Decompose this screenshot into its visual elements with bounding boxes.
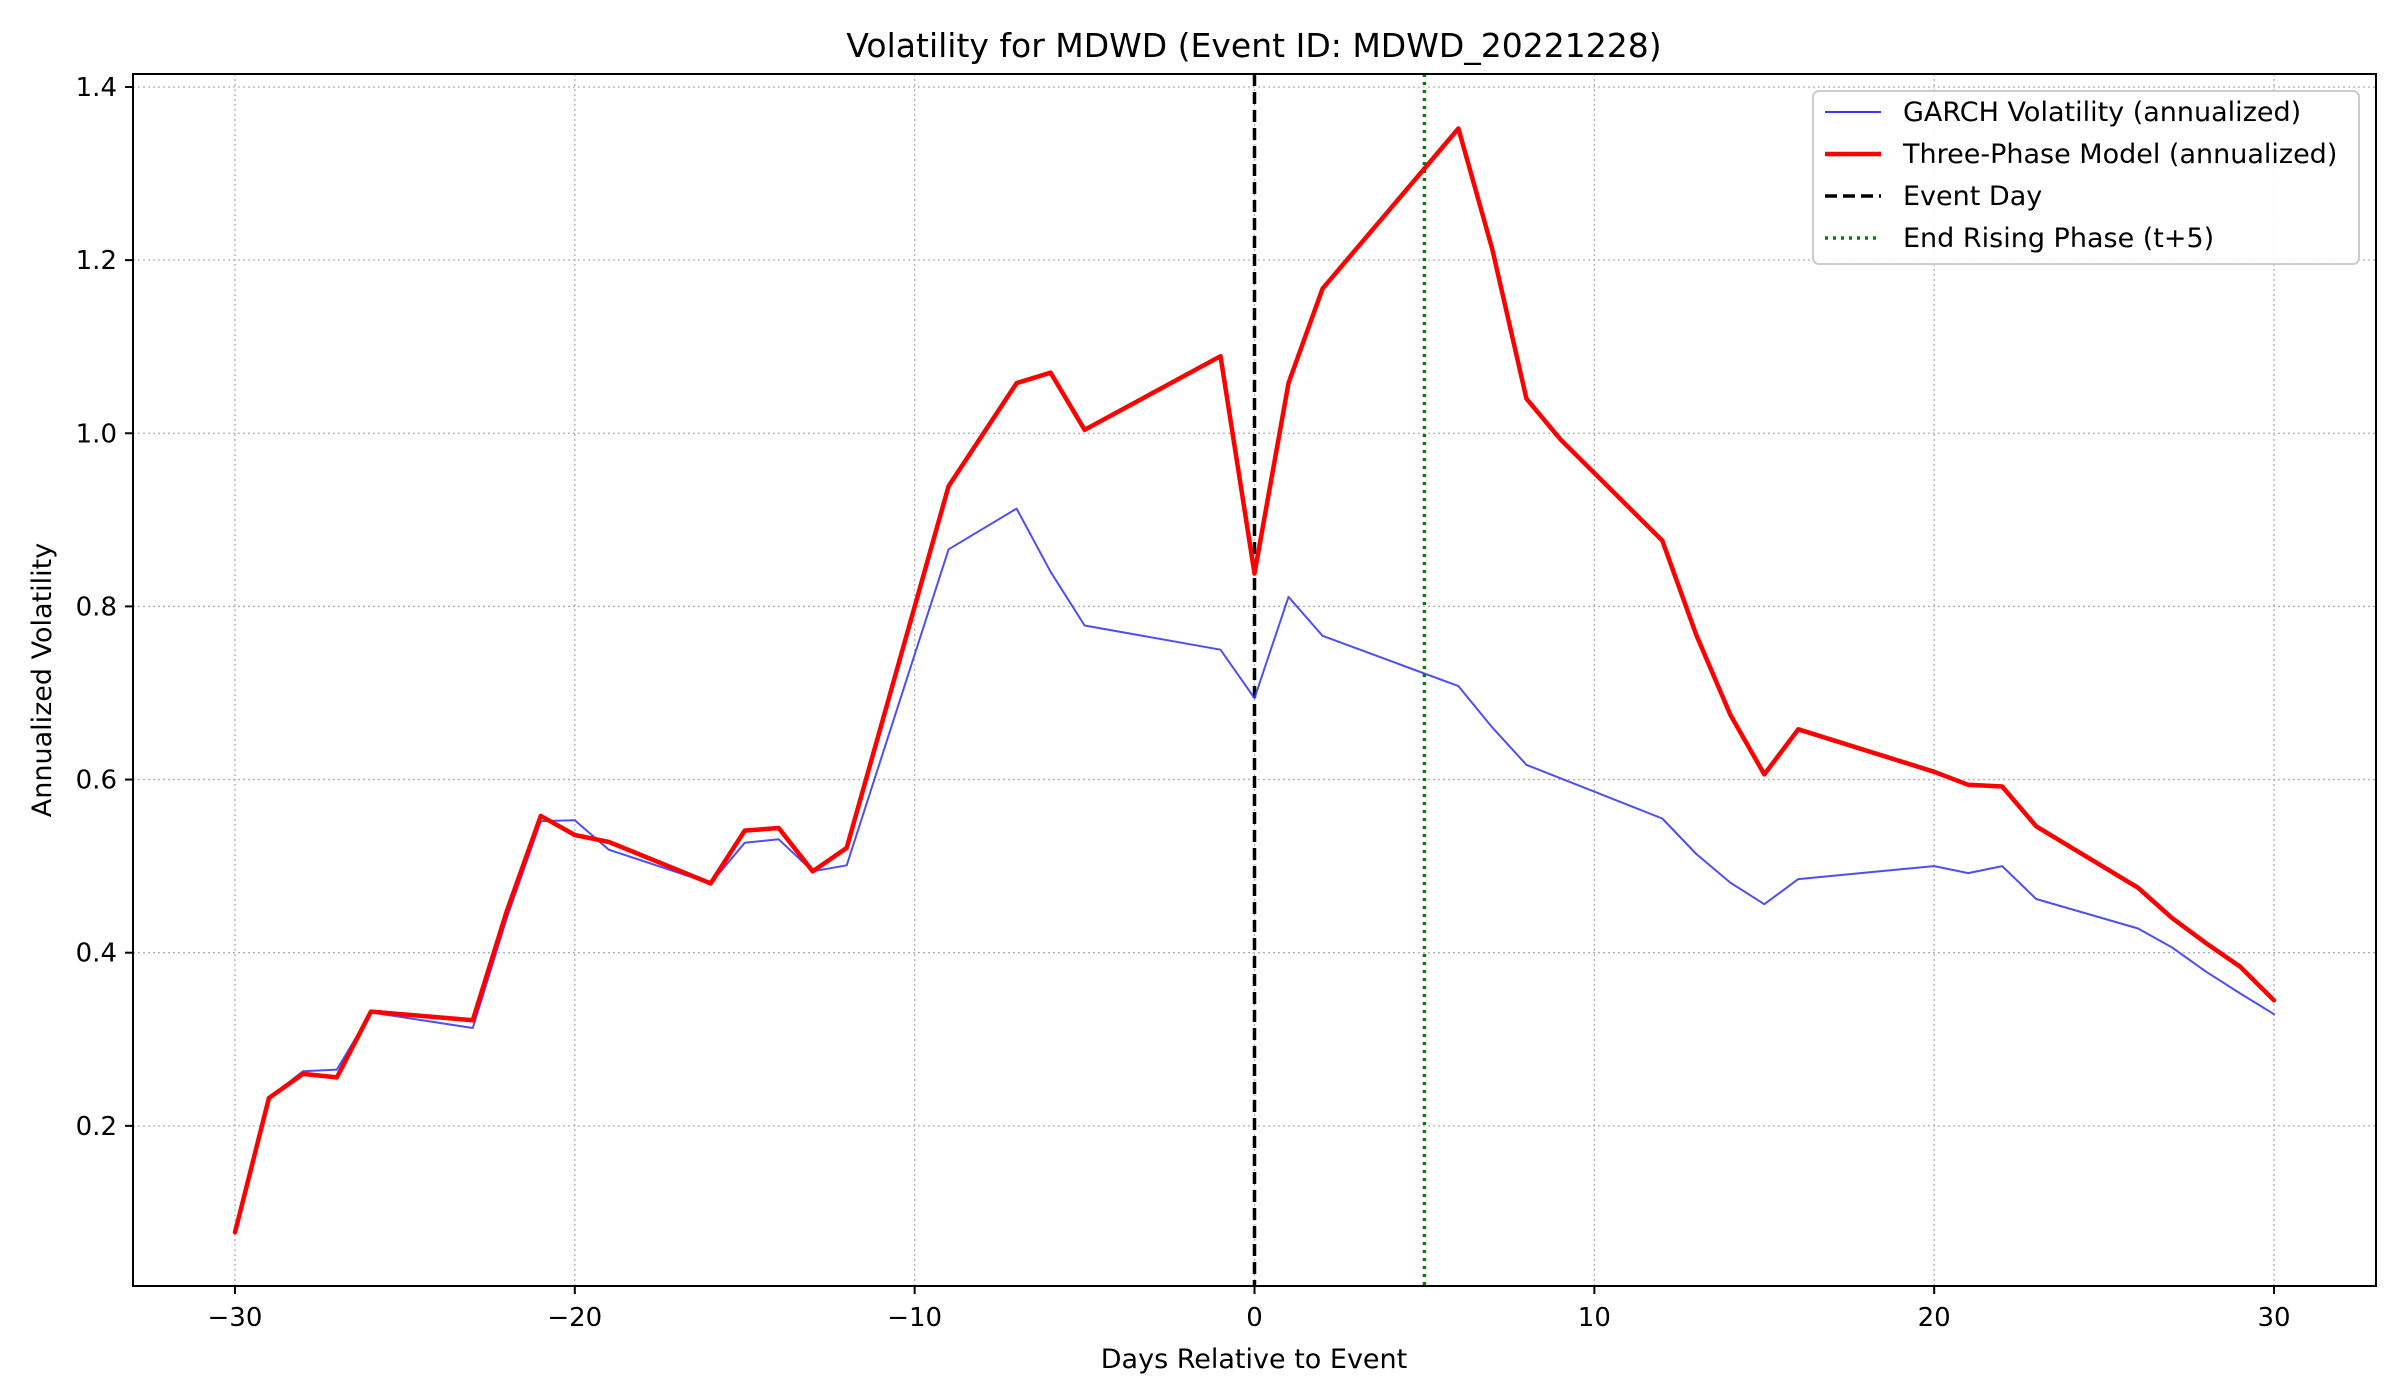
x-tick-label: −20: [547, 1303, 602, 1333]
x-tick-label: −10: [887, 1303, 942, 1333]
y-tick-label: 1.0: [76, 419, 117, 449]
legend-label-garch: GARCH Volatility (annualized): [1903, 97, 2301, 128]
legend: GARCH Volatility (annualized) Three-Phas…: [1812, 90, 2360, 265]
y-tick-label: 1.2: [76, 246, 117, 276]
legend-label-event-day: Event Day: [1903, 181, 2042, 212]
y-tick-label: 1.4: [76, 73, 117, 103]
x-tick-label: 20: [1918, 1303, 1951, 1333]
axis-ticks: −30 −20 −10 0 10 20 30 0.2 0.4 0.6 0.8 1.0 1.2 1.4: [76, 73, 2291, 1333]
y-axis-title: Annualized Volatility: [27, 543, 58, 817]
y-tick-label: 0.2: [76, 1112, 117, 1142]
x-axis-title: Days Relative to Event: [1101, 1344, 1407, 1375]
legend-label-three-phase: Three-Phase Model (annualized): [1902, 139, 2337, 170]
x-tick-label: −30: [208, 1303, 263, 1333]
series-lines: [232, 126, 2277, 1235]
chart-title: Volatility for MDWD (Event ID: MDWD_2022…: [846, 26, 1661, 65]
y-tick-label: 0.8: [76, 592, 117, 622]
x-tick-label: 0: [1246, 1303, 1263, 1333]
y-tick-label: 0.6: [76, 766, 117, 796]
legend-box: [1812, 90, 2360, 265]
series-line-three-phase: [232, 126, 2277, 1235]
x-tick-label: 30: [2257, 1303, 2290, 1333]
reference-lines: [1252, 74, 1427, 1286]
y-tick-label: 0.4: [76, 939, 117, 969]
x-tick-label: 10: [1578, 1303, 1611, 1333]
legend-label-end-rising: End Rising Phase (t+5): [1903, 223, 2214, 254]
